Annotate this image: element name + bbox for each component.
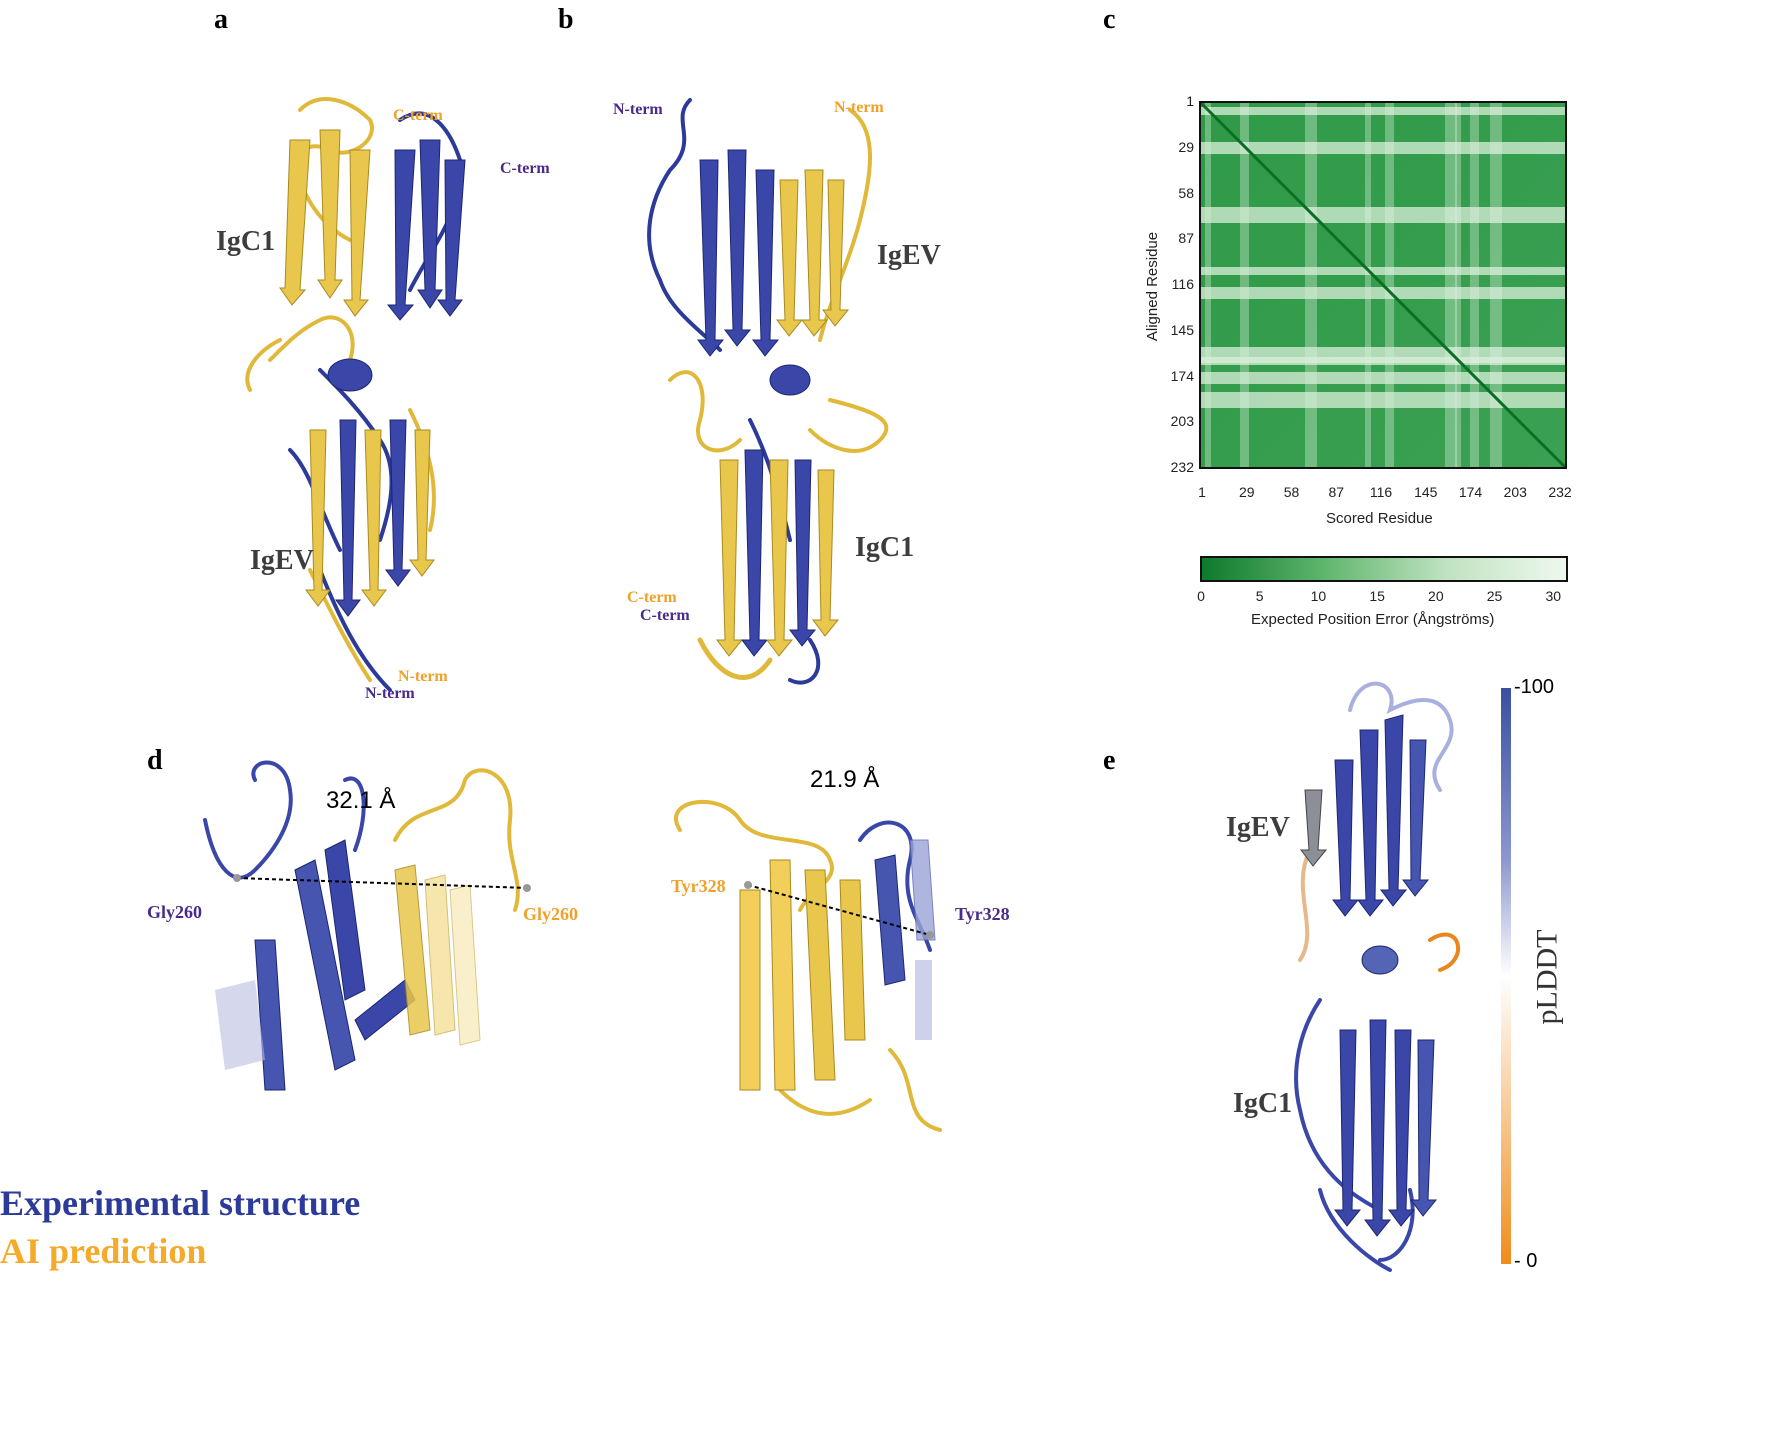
pae-band-v bbox=[1385, 102, 1394, 468]
panel-letter-e: e bbox=[1103, 745, 1116, 776]
pae-y-tick: 174 bbox=[1170, 367, 1194, 384]
pae-y-tick: 1 bbox=[1186, 93, 1194, 109]
pae-ylabel: Aligned Residue bbox=[1144, 231, 1162, 342]
e-domain-igc1-label: IgC1 bbox=[1233, 1088, 1293, 1119]
pae-band-v bbox=[1305, 102, 1317, 468]
pae-band-h bbox=[1200, 357, 1566, 365]
panel-b-structure bbox=[647, 98, 889, 685]
pae-y-tick: 232 bbox=[1170, 459, 1194, 475]
pae-band-v bbox=[1365, 102, 1371, 468]
panel-letter-a: a bbox=[214, 4, 228, 35]
e-domain-igev-label: IgEV bbox=[1226, 812, 1290, 843]
a-domain-igev-label: IgEV bbox=[250, 545, 314, 576]
pae-colorbar-tick: 20 bbox=[1428, 588, 1444, 604]
b-domain-igc1-label: IgC1 bbox=[855, 532, 915, 563]
pae-band-h bbox=[1200, 142, 1566, 154]
pae-band-h bbox=[1200, 267, 1566, 275]
panel-letter-b: b bbox=[558, 4, 574, 35]
panel-a-structure bbox=[245, 97, 466, 692]
legend-ai: AI prediction bbox=[0, 1231, 207, 1271]
legend-experimental: Experimental structure bbox=[0, 1183, 361, 1223]
b-cterm-exp-label: C-term bbox=[640, 607, 690, 624]
d-right-distance: 21.9 Å bbox=[810, 766, 880, 793]
panel-letter-d: d bbox=[147, 745, 163, 776]
pae-x-tick: 29 bbox=[1238, 484, 1255, 500]
pae-band-h bbox=[1200, 107, 1566, 115]
panel-d-right-structure bbox=[674, 799, 942, 1132]
pae-band-v bbox=[1240, 102, 1249, 468]
pae-band-v bbox=[1470, 102, 1479, 468]
pae-y-tick: 203 bbox=[1170, 413, 1194, 430]
panel-d-left-structure bbox=[203, 760, 531, 1091]
pae-x-tick: 1 bbox=[1198, 484, 1206, 500]
pae-colorbar-tick: 10 bbox=[1310, 588, 1327, 604]
plddt-colorbar bbox=[1501, 688, 1511, 1264]
pae-colorbar-tick: 25 bbox=[1486, 588, 1503, 604]
b-domain-igev-label: IgEV bbox=[877, 240, 941, 271]
plddt-max-value: 100 bbox=[1520, 676, 1555, 698]
d-left-res-exp: Gly260 bbox=[147, 902, 203, 922]
b-nterm-ai-label: N-term bbox=[834, 99, 884, 116]
pae-x-tick: 232 bbox=[1548, 484, 1572, 500]
pae-x-tick: 87 bbox=[1328, 484, 1345, 500]
pae-band-h bbox=[1200, 372, 1566, 384]
pae-colorbar-tick: 15 bbox=[1369, 588, 1385, 604]
d-left-distance: 32.1 Å bbox=[326, 787, 396, 814]
plddt-axis-label: pLDDT bbox=[1530, 929, 1564, 1025]
pae-colorbar bbox=[1200, 556, 1568, 582]
pae-y-tick: 58 bbox=[1178, 184, 1194, 201]
pae-y-tick: 87 bbox=[1178, 230, 1194, 247]
plddt-min-label: - 0 bbox=[1514, 1250, 1538, 1272]
pae-y-tick: 29 bbox=[1178, 138, 1194, 155]
pae-x-tick: 116 bbox=[1369, 484, 1393, 500]
a-cterm-ai-label: C-term bbox=[393, 107, 443, 124]
plddt-max-label: -100 bbox=[1514, 676, 1555, 698]
pae-colorbar-tick: 5 bbox=[1255, 588, 1264, 604]
pae-band-h bbox=[1200, 287, 1566, 299]
b-nterm-exp-label: N-term bbox=[613, 101, 663, 118]
d-left-res-ai: Gly260 bbox=[523, 904, 579, 924]
d-right-res-exp: Tyr328 bbox=[955, 904, 1010, 924]
pae-colorbar-tick: 30 bbox=[1545, 588, 1562, 604]
pae-x-tick: 58 bbox=[1283, 484, 1300, 500]
plddt-min-value: 0 bbox=[1526, 1250, 1538, 1272]
a-nterm-ai-label: N-term bbox=[398, 668, 448, 685]
pae-y-tick: 116 bbox=[1171, 276, 1194, 292]
panel-letter-c: c bbox=[1103, 4, 1116, 35]
pae-colorbar-tick: 0 bbox=[1197, 588, 1205, 604]
pae-x-tick: 203 bbox=[1503, 484, 1527, 500]
pae-x-tick: 174 bbox=[1458, 484, 1483, 500]
d-right-res-ai: Tyr328 bbox=[671, 876, 726, 896]
a-nterm-exp-label: N-term bbox=[365, 685, 415, 702]
pae-band-v bbox=[1455, 102, 1461, 468]
pae-y-tick: 145 bbox=[1170, 321, 1194, 338]
pae-colorbar-label: Expected Position Error (Ångströms) bbox=[1251, 611, 1495, 628]
pae-band-v bbox=[1205, 102, 1211, 468]
pae-x-tick: 145 bbox=[1414, 484, 1438, 500]
pae-band-h bbox=[1200, 207, 1566, 223]
pae-band-v bbox=[1490, 102, 1502, 468]
pae-heatmap bbox=[1198, 100, 1568, 470]
pae-xlabel: Scored Residue bbox=[1326, 510, 1433, 527]
a-cterm-exp-label: C-term bbox=[500, 160, 550, 177]
b-cterm-ai-label: C-term bbox=[627, 589, 677, 606]
a-domain-igc1-label: IgC1 bbox=[216, 226, 276, 257]
pae-band-h bbox=[1200, 392, 1566, 408]
panel-e-structure bbox=[1294, 681, 1460, 1272]
